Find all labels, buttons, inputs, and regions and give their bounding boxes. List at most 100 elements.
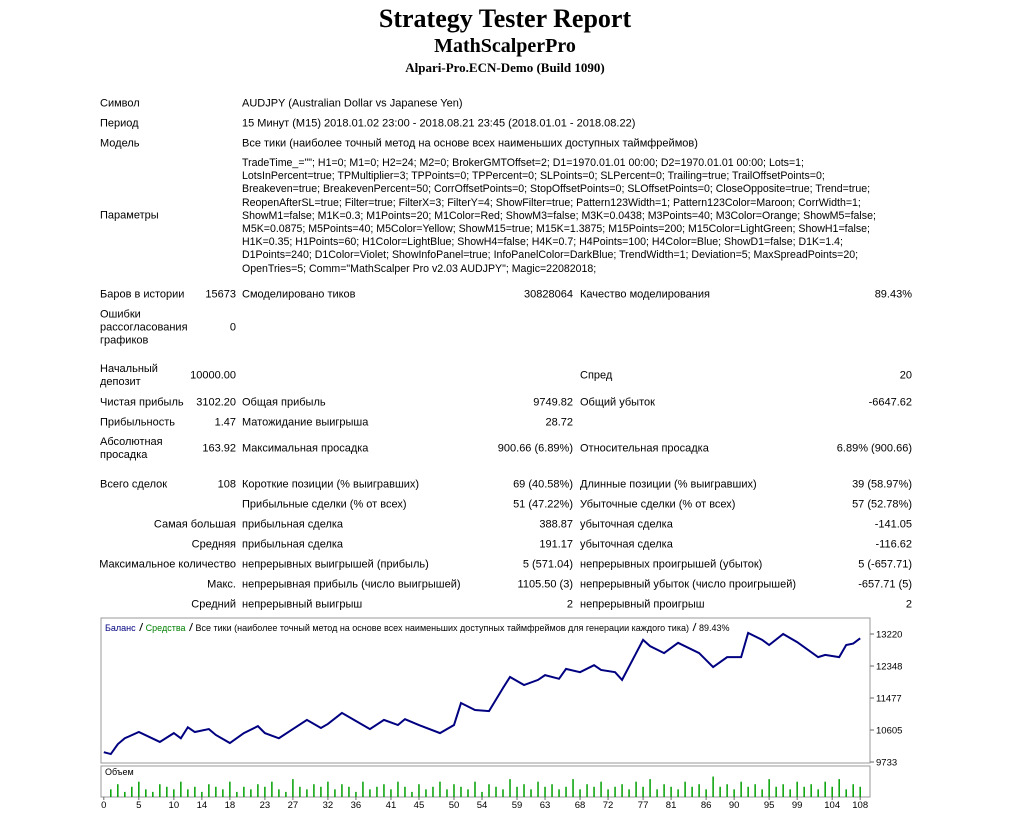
stat-l2: непрерывных выигрышей (прибыль): [242, 558, 429, 571]
stat-v3: 89.43%: [874, 288, 912, 301]
stat-l2: прибыльная сделка: [242, 538, 344, 551]
stat-v3: 6.89% (900.66): [836, 442, 912, 455]
legend-separator: [692, 622, 697, 632]
stat-l3: Длинные позиции (% выигравших): [580, 478, 757, 491]
stat-lead: Макс.: [207, 578, 236, 591]
stat-l1: Ошибки рассогласования графиков: [100, 308, 188, 347]
volume-label: Объем: [105, 767, 134, 777]
y-tick-label: 11477: [876, 693, 902, 704]
x-tick-label: 99: [792, 800, 803, 811]
x-tick-label: 36: [351, 800, 362, 811]
stat-l3: Относительная просадка: [580, 442, 709, 455]
stat-v1: 15673: [205, 288, 236, 301]
x-tick-label: 27: [288, 800, 299, 811]
info-label: Модель: [100, 137, 140, 150]
stat-l3: непрерывный убыток (число проигрышей): [580, 578, 797, 591]
stat-v1: 3102.20: [196, 396, 236, 409]
stat-v3: 5 (-657.71): [858, 558, 912, 571]
stat-v2: 2: [566, 598, 573, 611]
stat-l3: убыточная сделка: [580, 518, 673, 531]
x-tick-label: 104: [824, 800, 840, 811]
stat-v3: 20: [899, 369, 912, 382]
x-tick-label: 68: [575, 800, 586, 811]
x-tick-label: 90: [729, 800, 740, 811]
stat-l3: непрерывных проигрышей (убыток): [580, 558, 763, 571]
stat-v1: 108: [217, 478, 236, 491]
x-tick-label: 81: [666, 800, 677, 811]
y-tick-label: 10605: [876, 725, 902, 736]
balance-line: [103, 631, 861, 756]
stat-v1: 1.47: [214, 416, 236, 429]
stat-v3: 57 (52.78%): [852, 498, 912, 511]
x-tick-label: 72: [603, 800, 614, 811]
stat-v2: 30828064: [524, 288, 573, 301]
stat-v2: 69 (40.58%): [513, 478, 573, 491]
stat-v2: 9749.82: [533, 396, 573, 409]
stat-l2: Прибыльные сделки (% от всех): [242, 498, 407, 511]
stat-v3: 2: [905, 598, 912, 611]
stat-v3: 39 (58.97%): [852, 478, 912, 491]
x-tick-label: 14: [197, 800, 208, 811]
stat-l3: убыточная сделка: [580, 538, 673, 551]
chart-frame: [100, 617, 871, 764]
info-value: 15 Минут (M15) 2018.01.02 23:00 - 2018.0…: [242, 117, 636, 130]
legend-item: Баланс: [105, 623, 136, 633]
expert-name: MathScalperPro: [434, 35, 576, 57]
x-tick-label: 77: [638, 800, 649, 811]
stat-lead: Средний: [191, 598, 236, 611]
stat-l3: непрерывный проигрыш: [580, 598, 705, 611]
stat-v1: 10000.00: [190, 369, 236, 382]
stat-l3: Спред: [580, 369, 613, 382]
legend-separator: [139, 622, 144, 632]
param-line: H1K=0.35; H1Points=60; H1Color=LightBlue…: [242, 236, 843, 249]
stat-l1: Чистая прибыль: [100, 396, 184, 409]
stat-l3: Общий убыток: [580, 396, 655, 409]
stat-v2: 900.66 (6.89%): [497, 442, 573, 455]
info-label: Период: [100, 117, 139, 130]
x-tick-label: 18: [225, 800, 236, 811]
info-value: Все тики (наиболее точный метод на основ…: [242, 137, 698, 150]
stat-l2: непрерывная прибыль (число выигрышей): [242, 578, 461, 591]
stat-v1: 0: [229, 321, 236, 334]
x-tick-label: 10: [169, 800, 180, 811]
param-line: LotsInPercent=true; TPMultiplier=3; TPPo…: [242, 170, 825, 183]
legend-separator: [189, 622, 193, 632]
x-tick-label: 86: [701, 800, 712, 811]
param-line: ShowM1=false; M1K=0.3; M1Points=20; M1Co…: [242, 209, 876, 222]
stat-lead: Самая большая: [153, 518, 236, 531]
stat-l2: Максимальная просадка: [242, 442, 369, 455]
param-line: Breakeven=true; BreakevenPercent=50; Cor…: [242, 183, 871, 196]
param-line: ReopenAfterSL=true; Filter=true; FilterX…: [242, 196, 861, 209]
report-title: Strategy Tester Report: [378, 4, 632, 33]
x-tick-label: 32: [323, 800, 334, 811]
stat-l1: Баров в истории: [100, 288, 185, 301]
x-tick-label: 108: [852, 800, 868, 811]
server-name: Alpari-Pro.ECN-Demo (Build 1090): [405, 60, 605, 75]
info-value: AUDJPY (Australian Dollar vs Japanese Ye…: [242, 97, 463, 110]
stat-v3: -116.62: [875, 538, 913, 551]
param-line: D1Points=240; D1Color=Violet; ShowInfoPa…: [242, 249, 859, 262]
stat-v2: 388.87: [539, 518, 573, 531]
stat-v3: -6647.62: [868, 396, 912, 409]
x-tick-label: 5: [136, 800, 141, 811]
param-line: TradeTime_=""; H1=0; M1=0; H2=24; M2=0; …: [242, 157, 804, 169]
stat-v2: 1105.50 (3): [517, 578, 573, 591]
x-tick-label: 45: [414, 800, 425, 811]
stat-v2: 5 (571.04): [522, 558, 573, 571]
stat-v3: -657.71 (5): [858, 578, 912, 591]
x-tick-label: 23: [260, 800, 271, 811]
x-tick-label: 95: [764, 800, 775, 811]
stat-l3: Качество моделирования: [580, 288, 710, 301]
y-tick-label: 13220: [876, 630, 902, 641]
stat-l2: Смоделировано тиков: [242, 288, 356, 301]
stat-l1: Прибыльность: [100, 416, 175, 429]
param-label: Параметры: [100, 209, 159, 222]
stat-v2: 28.72: [545, 416, 573, 429]
stat-l2: Матожидание выигрыша: [242, 416, 369, 429]
stat-l1: Всего сделок: [100, 478, 168, 491]
y-tick-label: 9733: [876, 758, 897, 769]
chart-quality: 89.43%: [699, 623, 730, 633]
legend-item: Средства: [146, 623, 186, 633]
